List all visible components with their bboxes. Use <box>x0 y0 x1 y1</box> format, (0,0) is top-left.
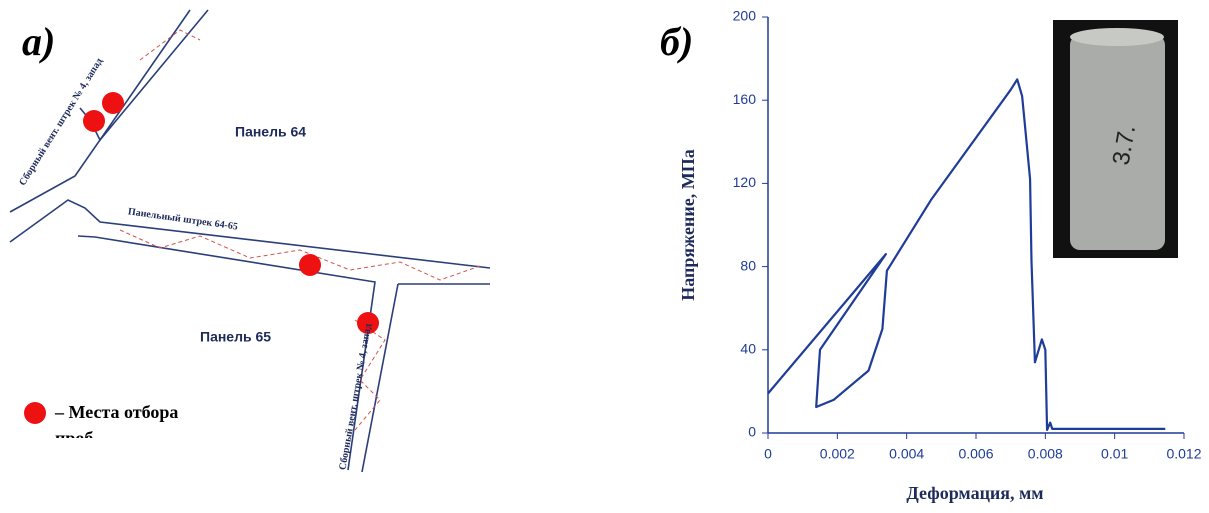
y-tick-label: 160 <box>733 91 757 107</box>
sample-site <box>102 92 124 114</box>
x-tick-label: 0.004 <box>889 446 924 462</box>
sample-site <box>83 110 105 132</box>
map-label: Панель 65 <box>200 329 271 345</box>
x-tick-label: 0.008 <box>1028 446 1063 462</box>
x-tick-label: 0.006 <box>958 446 993 462</box>
x-tick-label: 0.01 <box>1101 446 1128 462</box>
y-tick-label: 200 <box>733 8 757 24</box>
y-tick-label: 40 <box>740 341 756 357</box>
legend-text: проб <box>55 428 93 448</box>
x-tick-label: 0 <box>764 446 772 462</box>
legend-text: – Места отбора <box>54 402 178 422</box>
map-label: Панель 64 <box>235 124 306 140</box>
map: а) Панель 64 Панель 65 Панельный штрек 6… <box>10 10 490 472</box>
x-axis-title: Деформация, мм <box>906 483 1043 503</box>
x-tick-label: 0.002 <box>820 446 855 462</box>
x-tick-label: 0.012 <box>1166 446 1201 462</box>
y-axis-title: Напряжение, МПа <box>678 149 698 300</box>
panel-label: а) <box>22 19 55 64</box>
y-tick-label: 120 <box>733 174 757 190</box>
y-tick-label: 80 <box>740 257 756 273</box>
sample-site <box>299 254 321 276</box>
map-label: Панельный штрек 64-65 <box>127 206 238 232</box>
y-tick-label: 0 <box>748 424 756 440</box>
road-edge <box>90 10 208 140</box>
specimen-top <box>1070 28 1164 46</box>
specimen-photo: 3.7. <box>1053 20 1178 258</box>
legend-marker <box>24 402 46 424</box>
panel-label: б) <box>660 19 693 64</box>
figure: а) Панель 64 Панель 65 Панельный штрек 6… <box>0 0 1209 508</box>
dashed-line <box>120 230 480 280</box>
road-edge <box>78 236 375 470</box>
map-label: Сборный вент. штрек № 4, запад <box>337 323 374 471</box>
